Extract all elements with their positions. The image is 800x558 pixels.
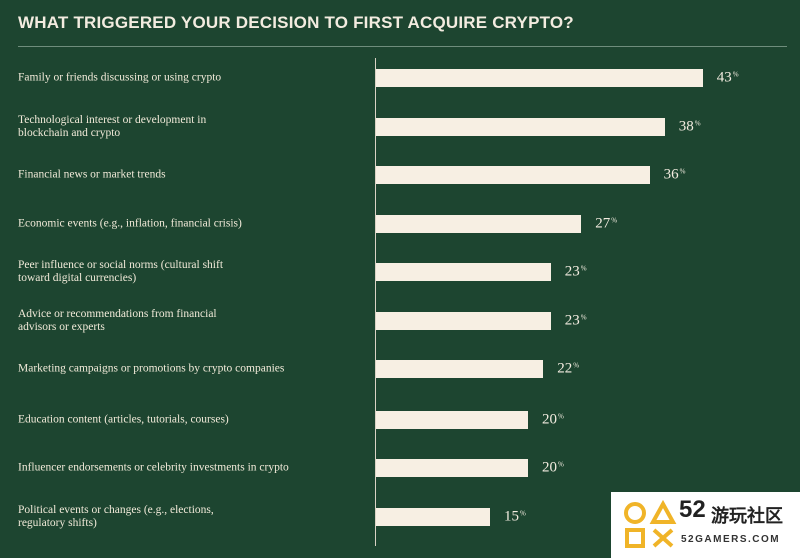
- watermark-chinese: 游玩社区: [711, 506, 783, 527]
- title-divider: [18, 46, 787, 47]
- data-label: 23%: [564, 312, 587, 328]
- bar: [376, 410, 528, 429]
- watermark-number: 52: [679, 496, 706, 523]
- category-label: Peer influence or social norms (cultural…: [18, 259, 224, 284]
- data-label: 20%: [542, 411, 564, 427]
- category-label: Political events or changes (e.g., elect…: [18, 503, 214, 529]
- data-label: 43%: [716, 69, 739, 86]
- data-label: 38%: [678, 118, 701, 134]
- bar: [376, 360, 544, 378]
- category-label: Influencer endorsements or celebrity inv…: [18, 461, 289, 474]
- bar: [376, 311, 551, 330]
- watermark-english: 52GAMERS.COM: [681, 534, 781, 545]
- bar: [376, 69, 703, 87]
- bar: [376, 263, 551, 281]
- category-label: Advice or recommendations from financial…: [18, 307, 217, 333]
- category-label: Education content (articles, tutorials, …: [18, 413, 229, 425]
- category-label: Financial news or market trends: [18, 168, 166, 181]
- watermark-logo: 52 游玩社区 52GAMERS.COM: [611, 492, 800, 558]
- data-label: 22%: [557, 360, 580, 377]
- bar: [376, 117, 665, 136]
- chart-title: WHAT TRIGGERED YOUR DECISION TO FIRST AC…: [18, 13, 574, 32]
- category-label: Family or friends discussing or using cr…: [18, 71, 222, 84]
- bar: [376, 459, 528, 477]
- data-label: 23%: [564, 263, 587, 280]
- data-label: 27%: [595, 215, 618, 231]
- bar: [376, 214, 582, 233]
- category-label: Economic events (e.g., inflation, financ…: [18, 217, 242, 229]
- category-label: Marketing campaigns or promotions by cry…: [18, 362, 285, 375]
- logo-shapes-icon: [624, 500, 677, 548]
- category-label: Technological interest or development in…: [18, 113, 207, 139]
- y-axis-line: [375, 58, 376, 546]
- data-label: 15%: [504, 508, 526, 524]
- data-label: 36%: [663, 166, 686, 183]
- bar: [376, 166, 650, 184]
- bar: [376, 507, 490, 526]
- data-label: 20%: [542, 459, 564, 476]
